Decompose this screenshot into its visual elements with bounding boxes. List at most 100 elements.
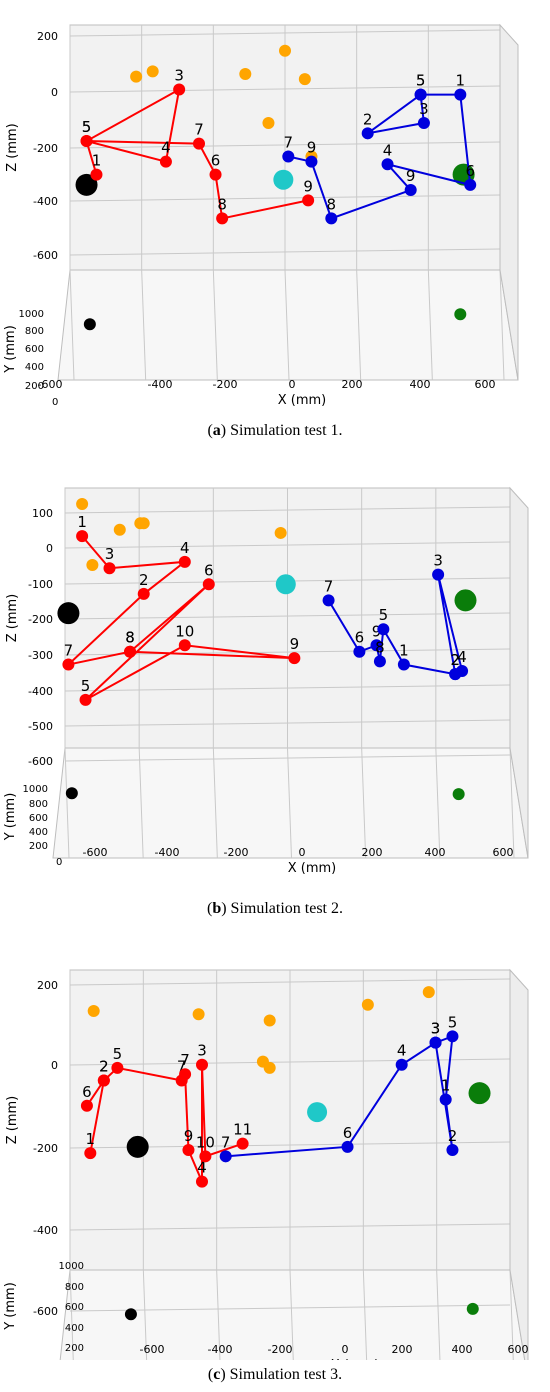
- blue-point-label: 9: [372, 622, 382, 640]
- blue-point-label: 6: [355, 629, 365, 647]
- red-point-label: 2: [139, 571, 149, 589]
- red-path-point: [196, 1175, 208, 1188]
- green-base-projection: [452, 788, 465, 801]
- red-point-label: 4: [161, 139, 171, 157]
- red-point-label: 6: [82, 1083, 92, 1101]
- y-tick-label: 800: [29, 799, 48, 810]
- z-tick-label: -400: [33, 1224, 58, 1237]
- grid-line-horizontal: [64, 541, 511, 549]
- blue-point-label: 2: [450, 651, 460, 669]
- z-tick-label: -600: [28, 755, 53, 768]
- chart-panel-c: 200 0 -200 -400 -600 Z (mm) 1000 800 600 400 200 Y …: [0, 950, 550, 1360]
- blue-path-point: [439, 1093, 452, 1106]
- blue-path-point: [322, 594, 335, 607]
- x-tick-label: -400: [208, 1343, 233, 1356]
- x-tick-label: 400: [425, 846, 446, 859]
- grid-line-horizontal: [69, 1304, 511, 1312]
- x-tick-label: -400: [148, 378, 173, 391]
- y-tick-label: 200: [29, 841, 48, 852]
- red-path-point: [182, 1144, 195, 1156]
- floor-grid-line: [436, 1269, 441, 1360]
- blue-point-label: 5: [379, 606, 389, 624]
- blue-path-point: [381, 158, 394, 171]
- z-tick-label: -400: [33, 195, 58, 208]
- blue-path-point: [414, 88, 427, 101]
- red-point-label: 3: [174, 66, 184, 84]
- x-tick-label: -600: [83, 846, 108, 859]
- red-point-label: 5: [113, 1045, 123, 1063]
- green-base-projection: [454, 308, 467, 321]
- red-path-point: [90, 168, 103, 181]
- red-path-point: [178, 555, 191, 568]
- orange-target-point: [113, 523, 126, 536]
- x-axis-label: X (mm): [331, 1358, 380, 1360]
- floor-grid-line: [356, 269, 362, 381]
- x-tick-label: 200: [392, 1343, 413, 1356]
- z-tick-label: -200: [33, 1142, 58, 1155]
- blue-point-label: 7: [324, 577, 334, 595]
- blue-point-label: 4: [457, 648, 467, 666]
- orange-target-point: [262, 117, 275, 129]
- blue-point-label: 8: [375, 638, 385, 656]
- blue-path-point: [305, 155, 318, 168]
- orange-target-point: [137, 517, 150, 530]
- y-axis-label: Y (mm): [3, 793, 18, 842]
- y-tick-label: 600: [25, 344, 44, 355]
- blue-point-label: 2: [450, 651, 460, 669]
- red-point-label: 1: [77, 513, 87, 531]
- blue-path-point: [395, 1058, 408, 1071]
- orange-target-point: [239, 68, 252, 80]
- y-tick-label-zero: 0: [92, 1359, 98, 1360]
- x-axis-label: X (mm): [278, 393, 327, 408]
- red-path-point: [216, 212, 229, 225]
- blue-path-point: [341, 1140, 354, 1153]
- x-tick-label: -200: [268, 1343, 293, 1356]
- red-path-point: [62, 658, 75, 671]
- blue-path-point: [404, 184, 417, 197]
- red-point-label: 9: [184, 1127, 194, 1145]
- z-tick-label: -300: [28, 649, 53, 662]
- x-tick-label: -200: [213, 378, 238, 391]
- y-tick-label: 1000: [23, 784, 48, 795]
- y-tick-label: 800: [65, 1282, 84, 1293]
- blue-path-line: [327, 574, 464, 676]
- floor-grid-line: [499, 269, 505, 381]
- red-path-point: [76, 530, 89, 543]
- y-tick-label: 1000: [59, 1261, 84, 1272]
- blue-point-label: 2: [363, 110, 373, 128]
- grid-line-horizontal: [69, 29, 501, 37]
- cyan-center-point: [307, 1102, 328, 1123]
- z-tick-label: -600: [33, 1305, 58, 1318]
- floor-grid-line: [509, 1269, 514, 1360]
- red-point-label: 7: [180, 1051, 190, 1069]
- red-point-label: 4: [180, 539, 190, 557]
- floor-grid-line: [212, 747, 218, 859]
- red-path-point: [236, 1137, 249, 1150]
- red-path-point: [302, 194, 315, 207]
- red-point-label: 9: [303, 177, 313, 195]
- grid-line-horizontal: [69, 248, 501, 256]
- red-point-label: 1: [92, 152, 102, 170]
- red-point-label: 11: [233, 1121, 252, 1139]
- red-path-point: [111, 1061, 124, 1074]
- blue-point-label: 5: [416, 72, 426, 90]
- orange-target-point: [263, 1061, 276, 1074]
- grid-line-horizontal: [69, 1223, 511, 1231]
- x-tick-label: 0: [289, 378, 296, 391]
- z-tick-label: 0: [51, 1059, 58, 1072]
- red-path-point: [202, 578, 215, 591]
- caption-a: (a) Simulation test 1.: [207, 422, 343, 439]
- floor-grid-line: [69, 1269, 74, 1360]
- blue-point-label: 1: [399, 642, 409, 660]
- orange-target-point: [422, 986, 435, 999]
- x-tick-label: 600: [475, 378, 496, 391]
- z-tick-label: -400: [28, 685, 53, 698]
- x-axis-label: X (mm): [288, 861, 337, 876]
- blue-point-label: 5: [416, 72, 426, 90]
- x-tick-label: 600: [508, 1343, 529, 1356]
- x-tick-label: 600: [493, 846, 514, 859]
- red-path-point: [84, 1147, 97, 1160]
- floor-grid-line: [427, 269, 433, 381]
- y-tick-label: 800: [25, 326, 44, 337]
- blue-path-point: [353, 645, 366, 658]
